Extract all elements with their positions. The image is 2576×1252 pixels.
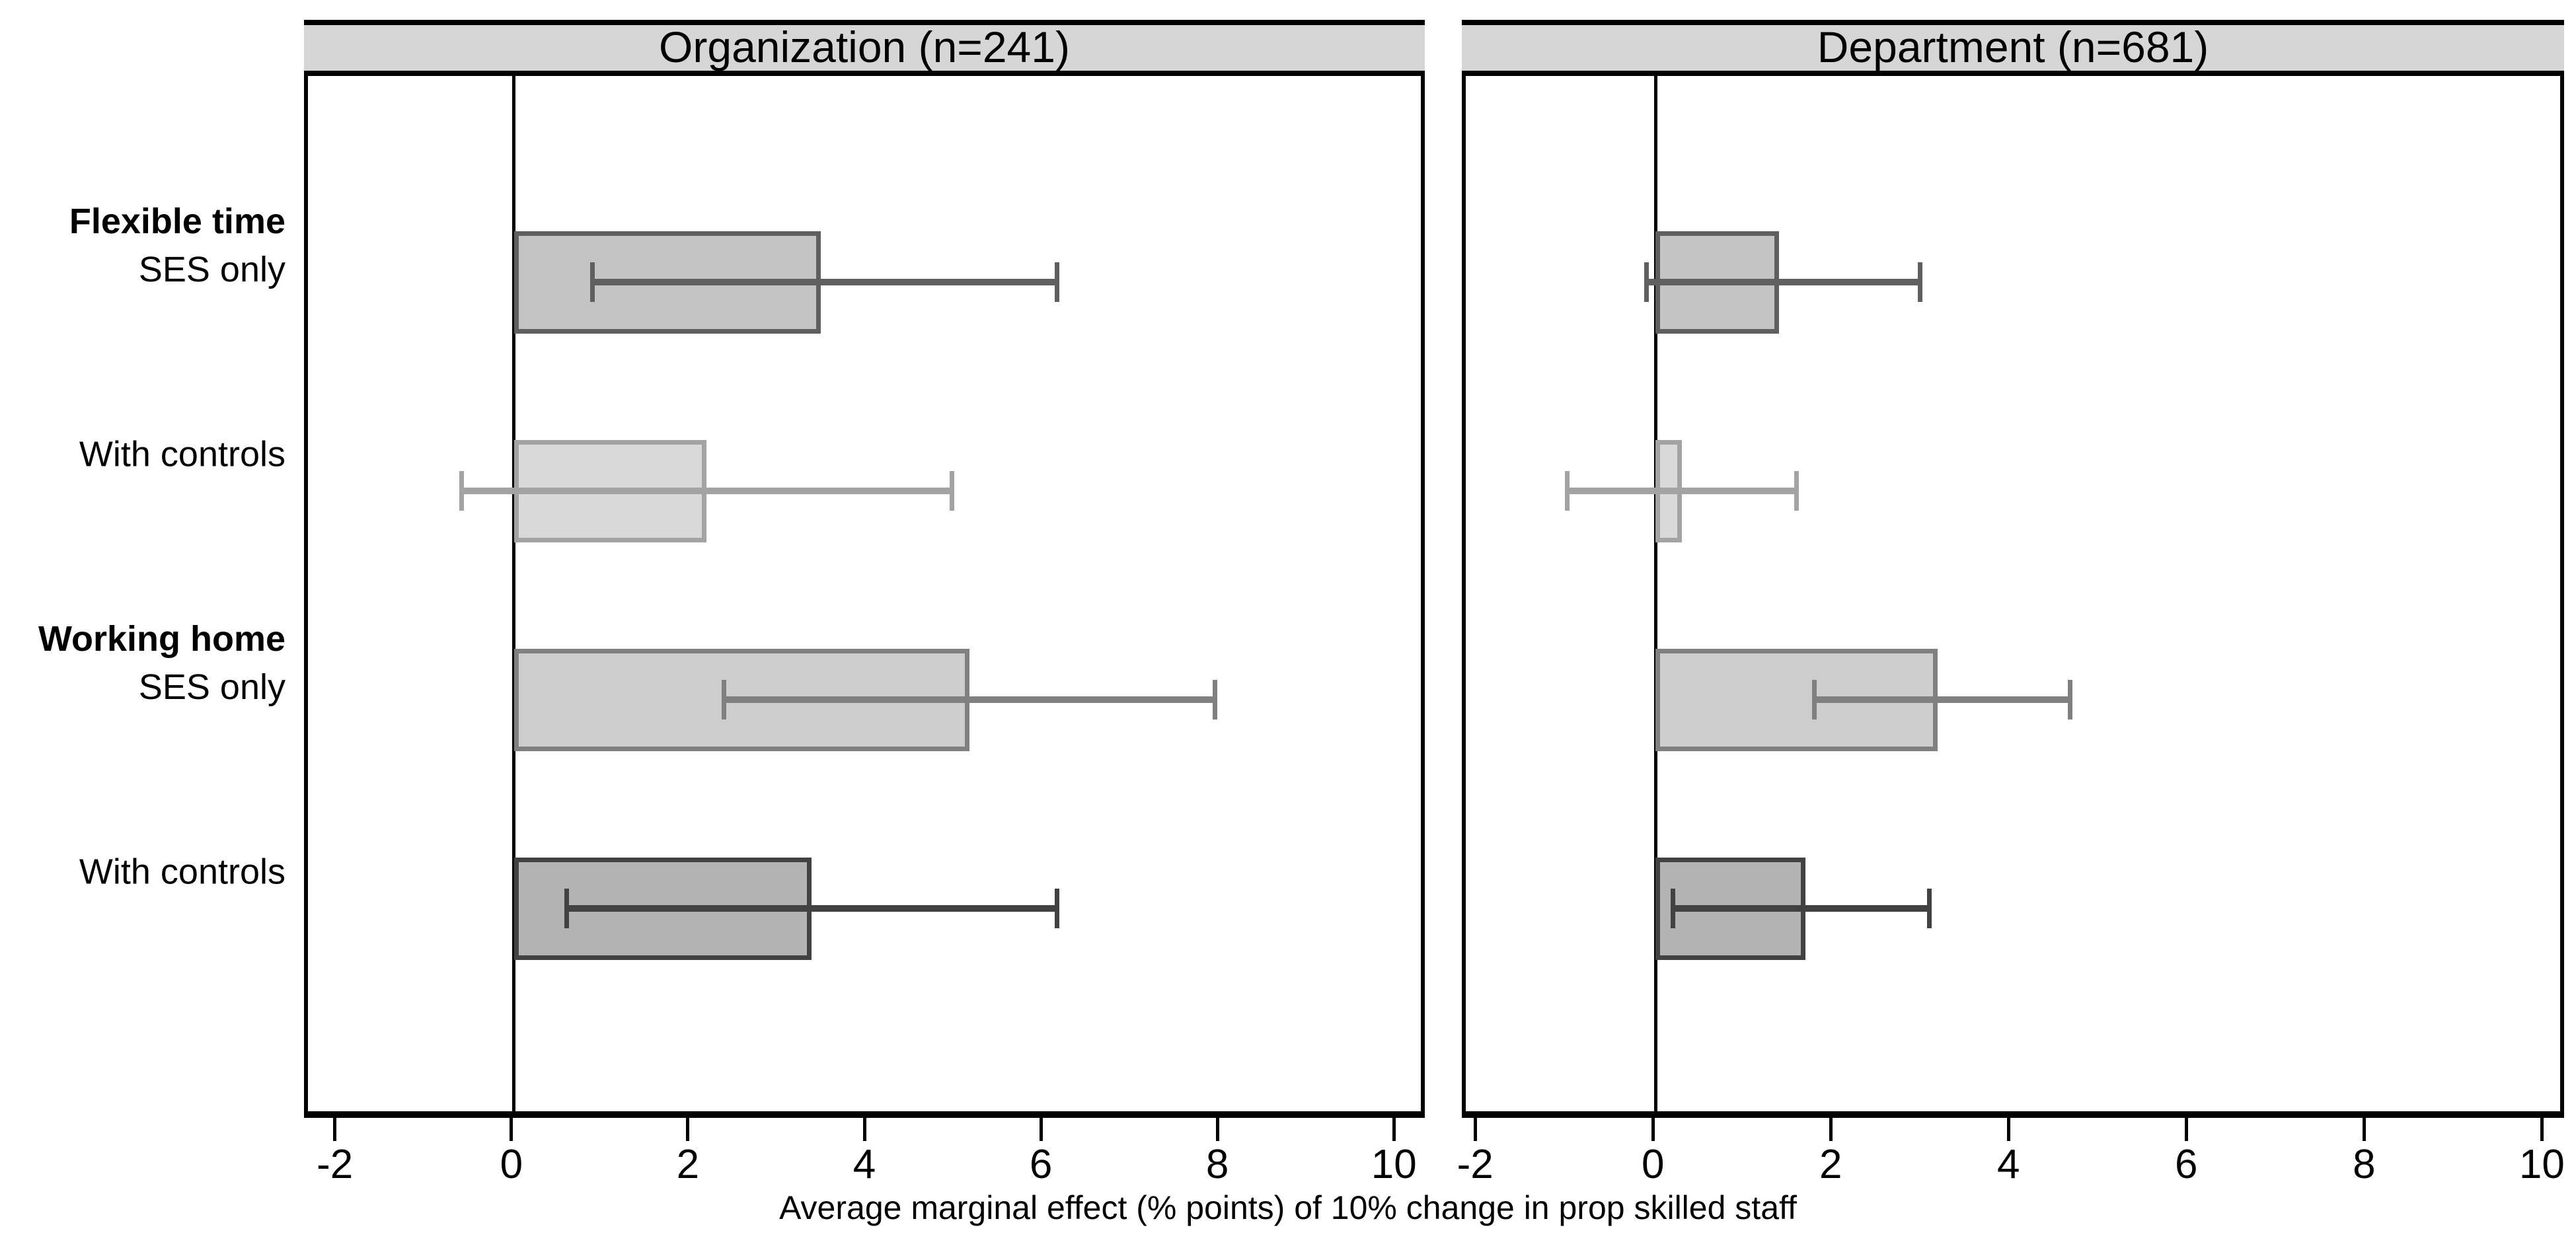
- plot-area-department: [1462, 76, 2564, 1118]
- x-tick: [1829, 1118, 1833, 1141]
- confidence-interval-cap: [1055, 889, 1060, 928]
- confidence-interval-cap: [459, 471, 464, 511]
- confidence-interval-cap: [2068, 680, 2073, 719]
- confidence-interval-cap: [590, 262, 595, 302]
- row-group-working-home: Working home: [38, 619, 285, 659]
- x-tick: [862, 1118, 866, 1141]
- plot-area-organization: [304, 76, 1425, 1118]
- x-tick: [510, 1118, 513, 1141]
- confidence-interval-cap: [722, 680, 727, 719]
- confidence-interval-cap: [1671, 889, 1676, 928]
- x-tick-label: -2: [1457, 1142, 1494, 1187]
- x-tick: [1215, 1118, 1219, 1141]
- row-sub-with-controls: With controls: [79, 852, 285, 892]
- row-label-flexible-time-ses-only: Flexible time SES only: [0, 198, 285, 294]
- x-tick-label: 0: [500, 1142, 523, 1187]
- confidence-interval-cap: [1644, 262, 1649, 302]
- confidence-interval-line: [1646, 279, 1920, 285]
- confidence-interval-line: [1567, 488, 1797, 494]
- x-tick-label: 2: [676, 1142, 700, 1187]
- x-tick: [333, 1118, 337, 1141]
- confidence-interval-cap: [1212, 680, 1217, 719]
- row-sub-with-controls: With controls: [79, 434, 285, 474]
- panel-department: Department (n=681) -2 0 2 4 6 8 10: [1457, 20, 2565, 1209]
- x-tick: [1039, 1118, 1043, 1141]
- confidence-interval-line: [566, 905, 1057, 912]
- confidence-interval-cap: [1565, 471, 1570, 511]
- x-tick-label: 6: [2175, 1142, 2198, 1187]
- zero-reference-line: [512, 76, 516, 1111]
- confidence-interval-cap: [1812, 680, 1817, 719]
- panel-organization: Organization (n=241) -2 0 2 4 6 8 10: [304, 20, 1425, 1209]
- confidence-interval-line: [1814, 696, 2070, 703]
- x-tick: [1651, 1118, 1655, 1141]
- confidence-interval-line: [592, 279, 1057, 285]
- x-tick: [686, 1118, 690, 1141]
- x-tick-label: 0: [1641, 1142, 1665, 1187]
- x-tick-label: 4: [1997, 1142, 2020, 1187]
- x-tick-label: 6: [1029, 1142, 1053, 1187]
- x-tick: [2184, 1118, 2188, 1141]
- x-tick-label: -2: [317, 1142, 354, 1187]
- row-group-flexible-time: Flexible time: [69, 202, 285, 241]
- row-sub-ses-only: SES only: [138, 667, 285, 707]
- x-tick-label: 8: [1205, 1142, 1229, 1187]
- row-label-working-home-with-controls: With controls: [0, 848, 285, 897]
- confidence-interval-line: [461, 488, 952, 494]
- panel-title-organization: Organization (n=241): [304, 20, 1425, 76]
- zero-reference-line: [1653, 76, 1657, 1111]
- row-label-working-home-ses-only: Working home SES only: [0, 615, 285, 712]
- x-tick: [1392, 1118, 1396, 1141]
- x-tick-label: 4: [852, 1142, 876, 1187]
- confidence-interval-line: [724, 696, 1215, 703]
- x-tick: [1473, 1118, 1477, 1141]
- x-tick-label: 2: [1819, 1142, 1842, 1187]
- x-tick-label: 10: [2519, 1142, 2565, 1187]
- x-tick: [2540, 1118, 2544, 1141]
- row-sub-ses-only: SES only: [138, 250, 285, 289]
- x-tick-label: 10: [1371, 1142, 1417, 1187]
- x-tick-label: 8: [2353, 1142, 2376, 1187]
- x-axis-title: Average marginal effect (% points) of 10…: [779, 1189, 1797, 1226]
- x-tick: [2006, 1118, 2010, 1141]
- confidence-interval-cap: [1926, 889, 1932, 928]
- confidence-interval-cap: [1794, 471, 1799, 511]
- confidence-interval-cap: [950, 471, 955, 511]
- confidence-interval-cap: [1918, 262, 1923, 302]
- x-tick: [2362, 1118, 2366, 1141]
- panel-title-department: Department (n=681): [1462, 20, 2564, 76]
- confidence-interval-line: [1673, 905, 1930, 912]
- confidence-interval-cap: [1055, 262, 1060, 302]
- row-label-flexible-time-with-controls: With controls: [0, 431, 285, 479]
- confidence-interval-cap: [564, 889, 569, 928]
